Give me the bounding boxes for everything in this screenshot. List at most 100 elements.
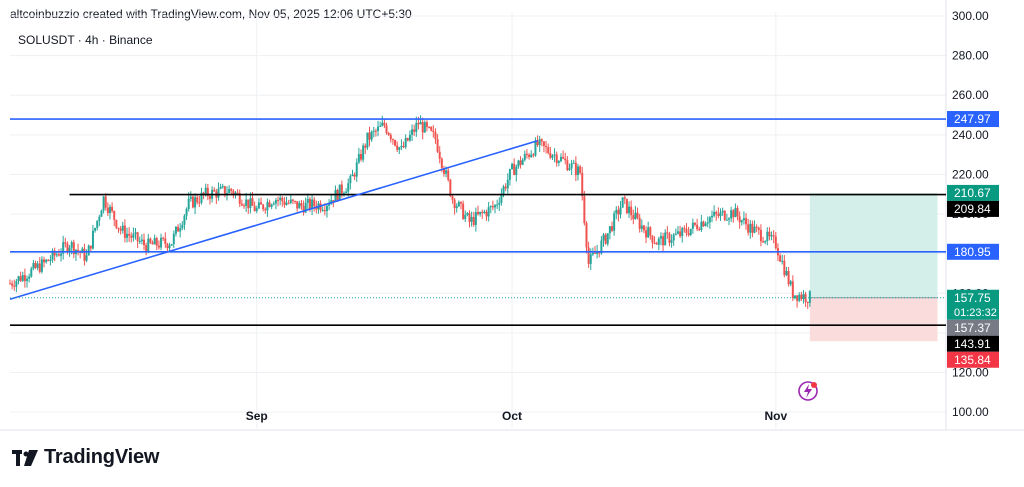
candle-body xyxy=(219,186,222,189)
price-tag-bg xyxy=(947,200,999,217)
candle-body xyxy=(198,202,201,204)
candle-body xyxy=(349,176,352,184)
candle-body xyxy=(519,160,522,165)
candle-body xyxy=(179,228,182,232)
candle-body xyxy=(551,155,554,158)
candle-body xyxy=(604,234,607,244)
candle-body xyxy=(779,255,782,262)
time-axis: Sep Oct Nov xyxy=(246,409,788,423)
candle-body xyxy=(274,200,277,204)
price-tag-label: 157.37 xyxy=(954,321,991,335)
candle-body xyxy=(642,225,645,231)
candle-body xyxy=(323,209,326,212)
candle-body xyxy=(630,206,633,216)
price-tag: 180.95 xyxy=(947,243,999,260)
candle-body xyxy=(15,280,18,287)
candle-body xyxy=(613,213,616,231)
chart-grid xyxy=(0,0,1024,431)
candle-body xyxy=(553,154,556,156)
candle-body xyxy=(459,201,462,204)
candle-body xyxy=(128,233,131,236)
candle-body xyxy=(730,210,733,219)
candle-body xyxy=(38,263,41,272)
candle-body xyxy=(708,217,711,223)
candle-body xyxy=(413,129,416,132)
candle-body xyxy=(47,259,50,261)
candle-body xyxy=(43,259,46,263)
candle-body xyxy=(481,211,484,213)
candle-body xyxy=(308,199,311,210)
price-tag-label: 180.95 xyxy=(954,245,991,259)
candle-body xyxy=(181,224,184,229)
candle-body xyxy=(98,216,101,221)
candle-body xyxy=(130,235,133,238)
candle-body xyxy=(504,186,507,189)
candle-body xyxy=(160,237,163,248)
candle-body xyxy=(534,140,537,156)
candle-body xyxy=(196,197,199,203)
tradingview-logo[interactable]: TradingView xyxy=(12,446,159,469)
candle-body xyxy=(351,174,354,177)
candle-body xyxy=(783,260,786,276)
candles xyxy=(9,115,811,310)
candle-body xyxy=(506,179,509,189)
candle-body xyxy=(111,206,114,212)
candle-body xyxy=(374,130,377,132)
candle-body xyxy=(528,154,531,157)
candle-body xyxy=(591,252,594,255)
candle-body xyxy=(579,166,582,174)
candle-body xyxy=(789,281,792,285)
candle-body xyxy=(700,221,703,230)
candle-body xyxy=(340,184,343,194)
price-tag-bg xyxy=(947,111,999,128)
candle-body xyxy=(385,125,388,134)
price-tag: 157.75 01:23:32 xyxy=(947,289,999,320)
candle-body xyxy=(538,139,541,146)
candle-body xyxy=(653,242,656,244)
candle-body xyxy=(185,208,188,216)
alert-icon[interactable] xyxy=(798,381,818,401)
candle-body xyxy=(357,154,360,163)
candle-body xyxy=(523,153,526,160)
candle-body xyxy=(13,285,16,287)
candle-body xyxy=(713,211,716,216)
candle-body xyxy=(51,250,54,260)
candle-body xyxy=(430,127,433,131)
candle-body xyxy=(191,196,194,208)
candle-body xyxy=(172,233,175,245)
candle-body xyxy=(408,134,411,141)
candle-body xyxy=(472,217,475,225)
target-zone xyxy=(809,192,938,298)
candle-body xyxy=(396,145,399,150)
candle-body xyxy=(189,196,192,199)
candle-body xyxy=(136,232,139,242)
candle-body xyxy=(781,260,784,262)
candle-body xyxy=(770,235,773,237)
candle-body xyxy=(706,222,709,224)
candle-body xyxy=(338,184,341,200)
candle-body xyxy=(26,278,29,281)
candle-body xyxy=(342,193,345,195)
candle-body xyxy=(221,186,224,188)
candle-body xyxy=(106,207,109,213)
candle-body xyxy=(419,122,422,125)
candle-body xyxy=(636,212,639,218)
candle-body xyxy=(793,295,796,299)
candle-body xyxy=(466,213,469,215)
tradingview-brand: TradingView xyxy=(44,446,160,468)
candle-body xyxy=(659,236,662,239)
candle-body xyxy=(425,122,428,127)
candle-body xyxy=(398,147,401,150)
candle-body xyxy=(121,225,124,231)
candle-body xyxy=(557,161,560,163)
candle-body xyxy=(632,215,635,220)
x-tick-label: Oct xyxy=(502,409,522,423)
candle-body xyxy=(657,238,660,245)
candle-body xyxy=(759,229,762,242)
candle-body xyxy=(62,242,65,254)
stop-zone xyxy=(809,297,938,342)
candle-body xyxy=(676,231,679,234)
candle-body xyxy=(21,275,24,281)
candle-body xyxy=(515,166,518,176)
